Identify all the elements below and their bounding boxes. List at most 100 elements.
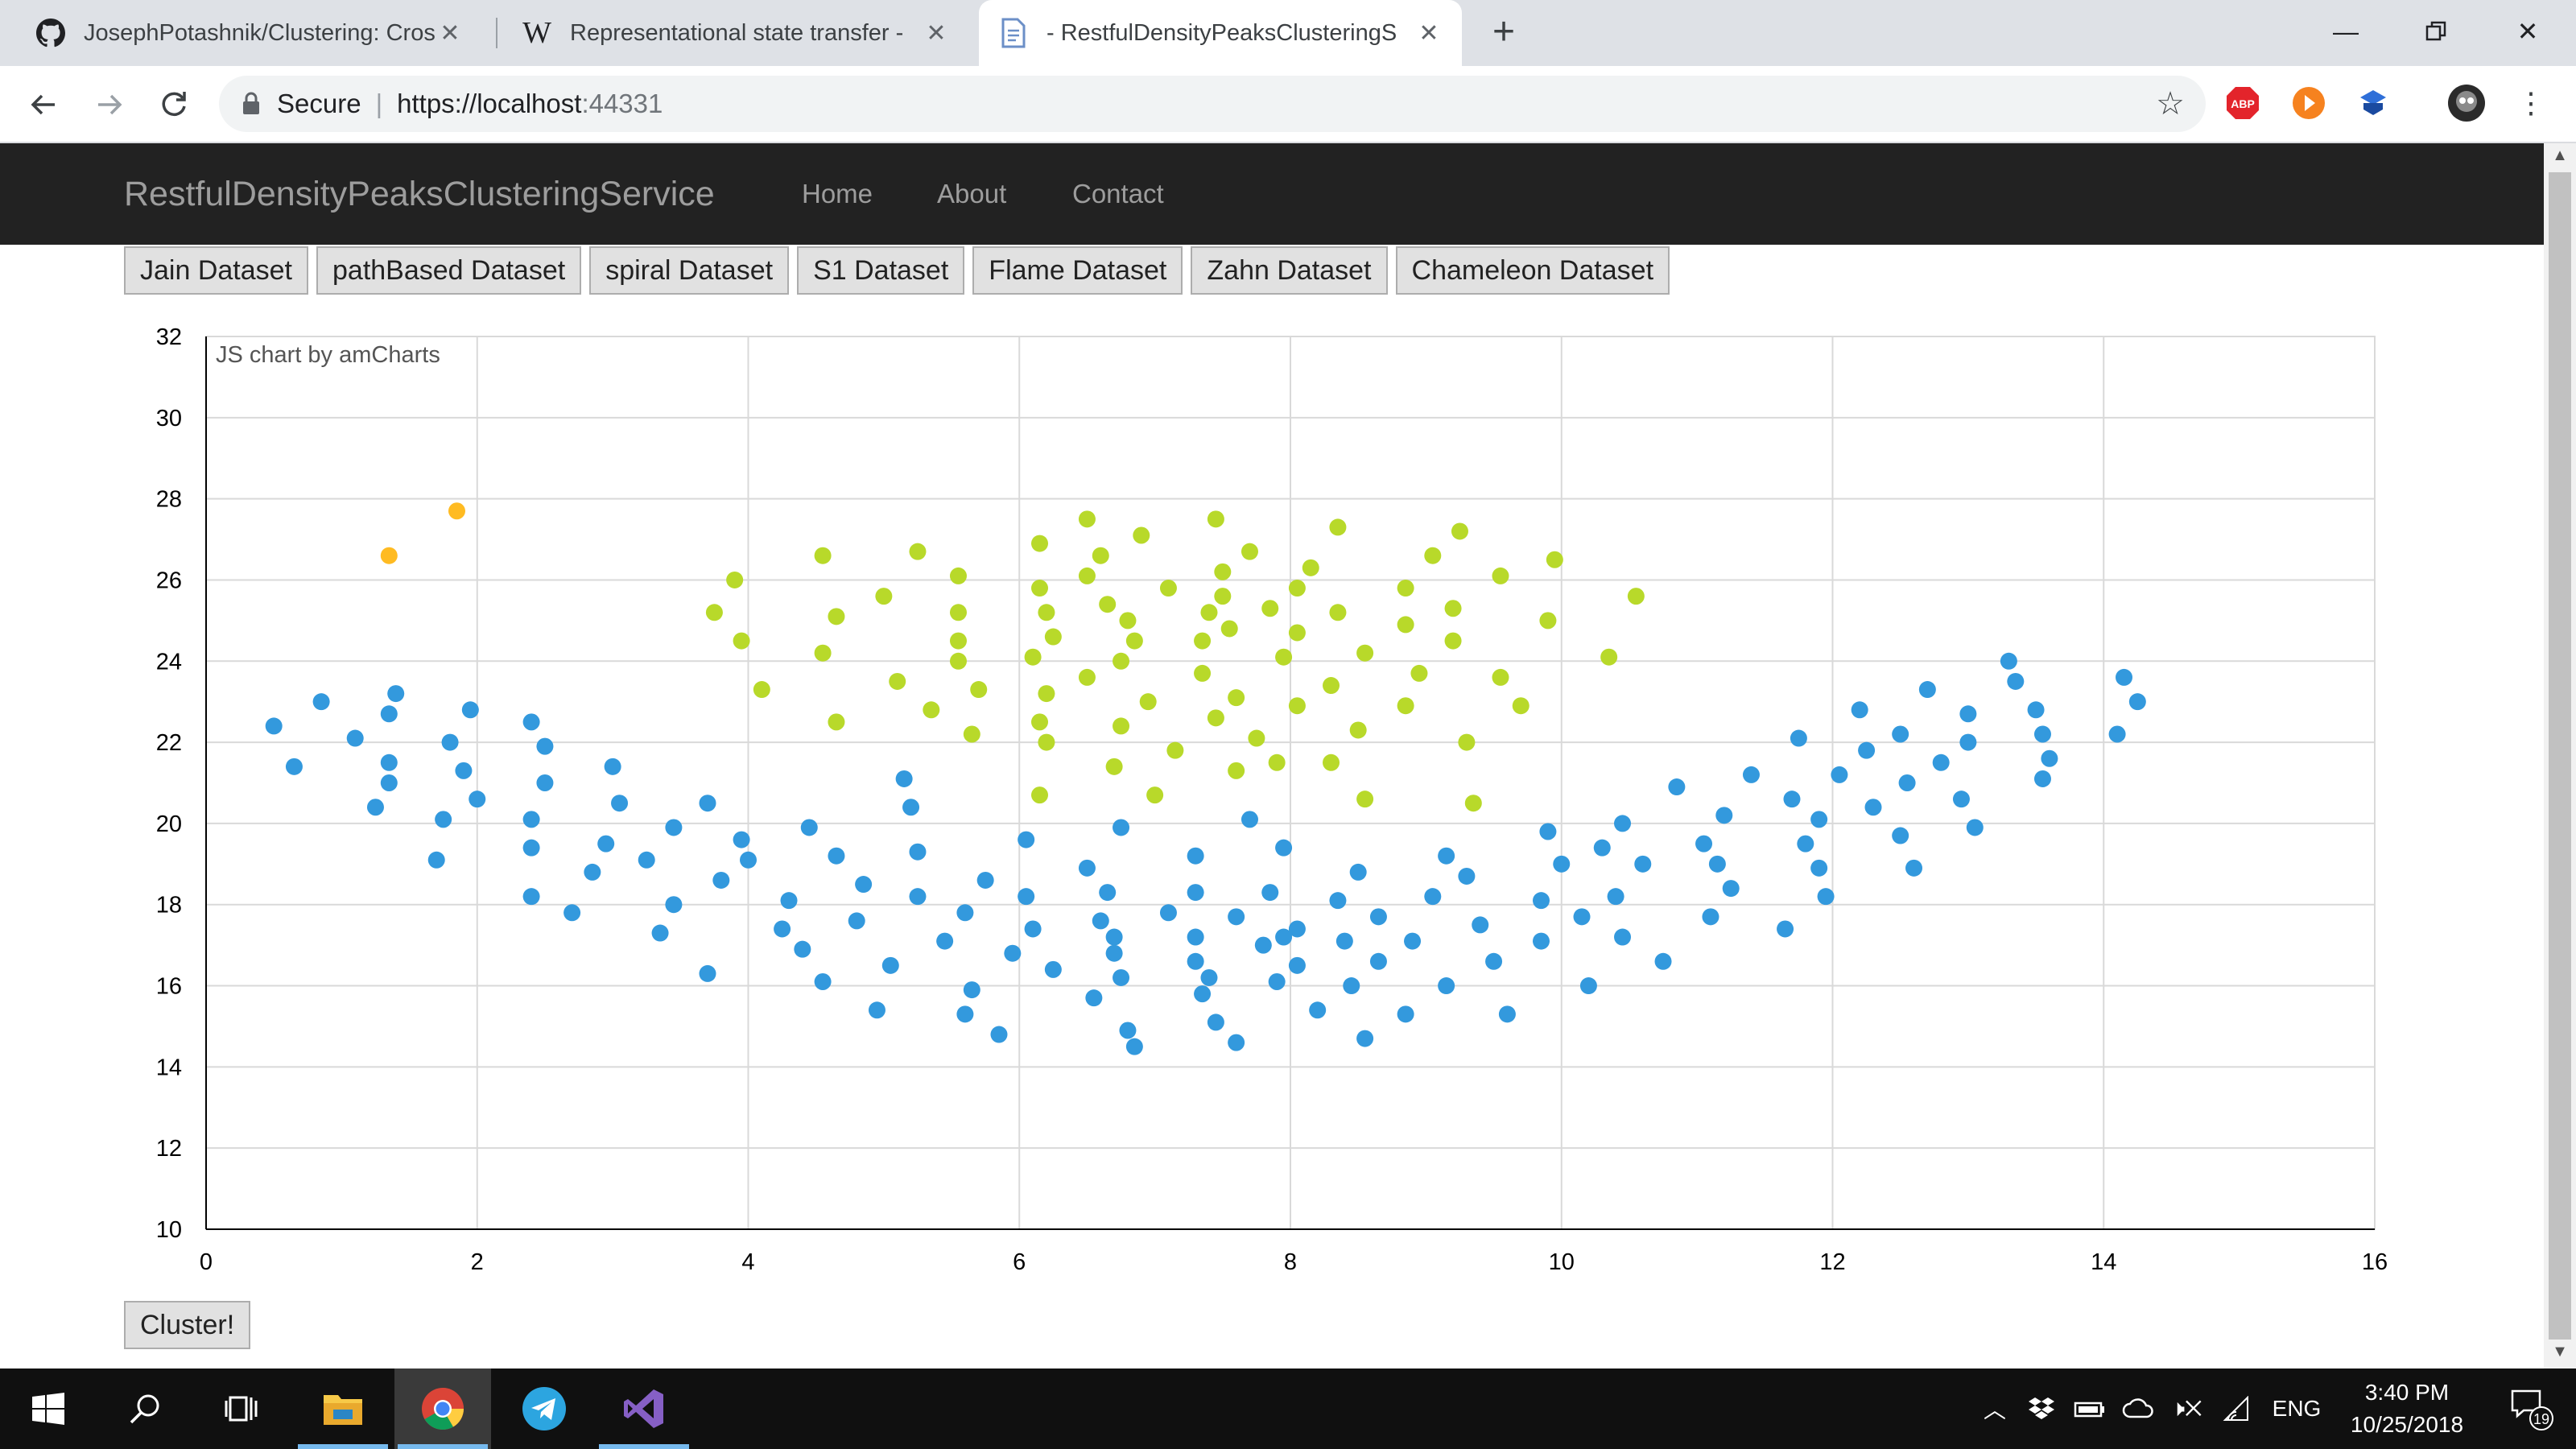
nav-home[interactable]: Home (802, 179, 873, 208)
scatter-point-cluster-0[interactable] (1790, 729, 1807, 747)
scatter-point-cluster-0[interactable] (1668, 778, 1686, 796)
scatter-point-cluster-0[interactable] (800, 819, 818, 836)
scatter-point-cluster-0[interactable] (455, 762, 473, 779)
scatter-point-cluster-0[interactable] (963, 981, 980, 999)
scatter-point-cluster-1[interactable] (1356, 791, 1374, 808)
scatter-point-cluster-1[interactable] (1546, 551, 1563, 568)
scatter-point-cluster-1[interactable] (1078, 510, 1096, 528)
scatter-point-cluster-0[interactable] (1309, 1001, 1327, 1019)
scatter-point-cluster-0[interactable] (1797, 835, 1814, 852)
scatter-point-cluster-0[interactable] (435, 811, 452, 828)
scatter-point-cluster-0[interactable] (1438, 847, 1455, 865)
close-window-icon[interactable]: ✕ (2516, 17, 2539, 46)
scatter-point-cluster-0[interactable] (814, 973, 832, 991)
scatter-point-cluster-0[interactable] (774, 920, 791, 938)
scatter-point-cluster-0[interactable] (1905, 859, 1923, 877)
scatter-point-cluster-0[interactable] (1654, 952, 1672, 970)
scatter-point-cluster-1[interactable] (1099, 596, 1117, 613)
forward-icon[interactable] (85, 80, 134, 129)
scatter-point-cluster-0[interactable] (380, 774, 398, 791)
search-icon[interactable] (97, 1368, 193, 1449)
scatter-point-cluster-1[interactable] (875, 588, 893, 605)
scatter-point-cluster-1[interactable] (1038, 604, 1055, 621)
scatter-point-cluster-0[interactable] (1715, 807, 1733, 824)
scatter-point-cluster-0[interactable] (1275, 839, 1293, 857)
scatter-point-cluster-0[interactable] (584, 863, 601, 881)
scatter-point-cluster-1[interactable] (1268, 753, 1286, 771)
scatter-point-cluster-1[interactable] (1444, 632, 1462, 650)
scatter-point-cluster-1[interactable] (909, 543, 927, 560)
scatter-point-cluster-1[interactable] (1166, 741, 1184, 759)
scatter-point-cluster-0[interactable] (1695, 835, 1713, 852)
scatter-point-cluster-0[interactable] (1254, 936, 1272, 954)
scatter-point-cluster-0[interactable] (604, 758, 621, 775)
scatter-point-cluster-0[interactable] (1702, 908, 1719, 926)
scatter-point-cluster-1[interactable] (1146, 786, 1164, 804)
scatter-point-cluster-0[interactable] (1573, 908, 1591, 926)
scatter-point-cluster-0[interactable] (1099, 884, 1117, 902)
scatter-point-cluster-0[interactable] (1356, 1030, 1374, 1047)
scatter-point-cluster-0[interactable] (1472, 916, 1489, 934)
scatter-point-cluster-1[interactable] (1397, 697, 1414, 715)
language-indicator[interactable]: ENG (2272, 1396, 2322, 1421)
scroll-down-icon[interactable]: ▼ (2552, 1343, 2568, 1360)
scatter-point-cluster-1[interactable] (1031, 713, 1049, 731)
scatter-point-cluster-1[interactable] (949, 632, 967, 650)
pathbased-dataset-button[interactable]: pathBased Dataset (316, 246, 582, 295)
scatter-point-cluster-1[interactable] (753, 681, 770, 699)
scatter-point-cluster-1[interactable] (1451, 522, 1468, 540)
scatter-point-cluster-0[interactable] (1892, 827, 1909, 844)
scatter-point-cluster-0[interactable] (936, 932, 954, 950)
scatter-point-cluster-1[interactable] (1302, 559, 1319, 576)
scatter-point-cluster-0[interactable] (1207, 1013, 1224, 1031)
scatter-point-cluster-0[interactable] (1708, 855, 1726, 873)
scatter-point-cluster-1[interactable] (1031, 580, 1049, 597)
telegram-icon[interactable] (496, 1368, 592, 1449)
scatter-point-cluster-0[interactable] (1085, 989, 1103, 1007)
scatter-point-cluster-0[interactable] (2116, 668, 2133, 686)
scatter-point-cluster-1[interactable] (1397, 580, 1414, 597)
scatter-point-cluster-0[interactable] (387, 685, 405, 703)
scatter-point-cluster-0[interactable] (1369, 908, 1387, 926)
scatter-point-cluster-1[interactable] (1038, 685, 1055, 703)
scatter-point-cluster-0[interactable] (1959, 705, 1977, 723)
scatter-point-cluster-0[interactable] (895, 770, 913, 787)
scatter-point-cluster-0[interactable] (2108, 725, 2126, 743)
file-explorer-icon[interactable] (295, 1368, 391, 1449)
scatter-point-cluster-0[interactable] (1397, 1005, 1414, 1023)
spiral-dataset-button[interactable]: spiral Dataset (589, 246, 790, 295)
close-icon[interactable]: ✕ (926, 19, 947, 47)
scatter-point-cluster-1[interactable] (1078, 668, 1096, 686)
scatter-point-cluster-0[interactable] (1275, 928, 1293, 946)
zahn-dataset-button[interactable]: Zahn Dataset (1191, 246, 1388, 295)
scatter-point-cluster-1[interactable] (1038, 733, 1055, 751)
scatter-point-cluster-0[interactable] (1241, 811, 1258, 828)
scatter-point-cluster-0[interactable] (1004, 944, 1022, 962)
scatter-point-cluster-1[interactable] (1220, 620, 1238, 638)
notifications-icon[interactable]: 19 (2496, 1368, 2568, 1449)
scatter-point-cluster-0[interactable] (638, 851, 655, 869)
scatter-point-cluster-1[interactable] (1031, 786, 1049, 804)
scatter-point-cluster-1[interactable] (1248, 729, 1265, 747)
scatter-point-cluster-0[interactable] (1105, 944, 1123, 962)
scatter-point-cluster-0[interactable] (1438, 977, 1455, 995)
scatter-point-cluster-1[interactable] (1444, 600, 1462, 617)
scatter-point-cluster-0[interactable] (828, 847, 845, 865)
scatter-point-cluster-0[interactable] (536, 774, 554, 791)
scatter-point-cluster-1[interactable] (963, 725, 980, 743)
nav-about[interactable]: About (937, 179, 1007, 208)
scatter-point-cluster-0[interactable] (1810, 811, 1828, 828)
scatter-point-cluster-0[interactable] (2041, 749, 2058, 767)
scatter-point-cluster-0[interactable] (1532, 892, 1550, 910)
scatter-point-cluster-0[interactable] (597, 835, 615, 852)
scatter-point-cluster-0[interactable] (1369, 952, 1387, 970)
scatter-point-cluster-1[interactable] (1214, 563, 1232, 580)
scatter-point-cluster-0[interactable] (699, 964, 716, 982)
scatter-point-cluster-0[interactable] (909, 843, 927, 861)
scatter-point-cluster-0[interactable] (2033, 725, 2051, 743)
scatter-point-cluster-1[interactable] (1458, 733, 1476, 751)
scatter-point-cluster-1[interactable] (1323, 753, 1340, 771)
scatter-point-cluster-0[interactable] (1485, 952, 1503, 970)
menu-dots-icon[interactable]: ⋮ (2516, 86, 2545, 119)
address-bar[interactable]: Secure | https://localhost:44331 ☆ (219, 76, 2206, 132)
